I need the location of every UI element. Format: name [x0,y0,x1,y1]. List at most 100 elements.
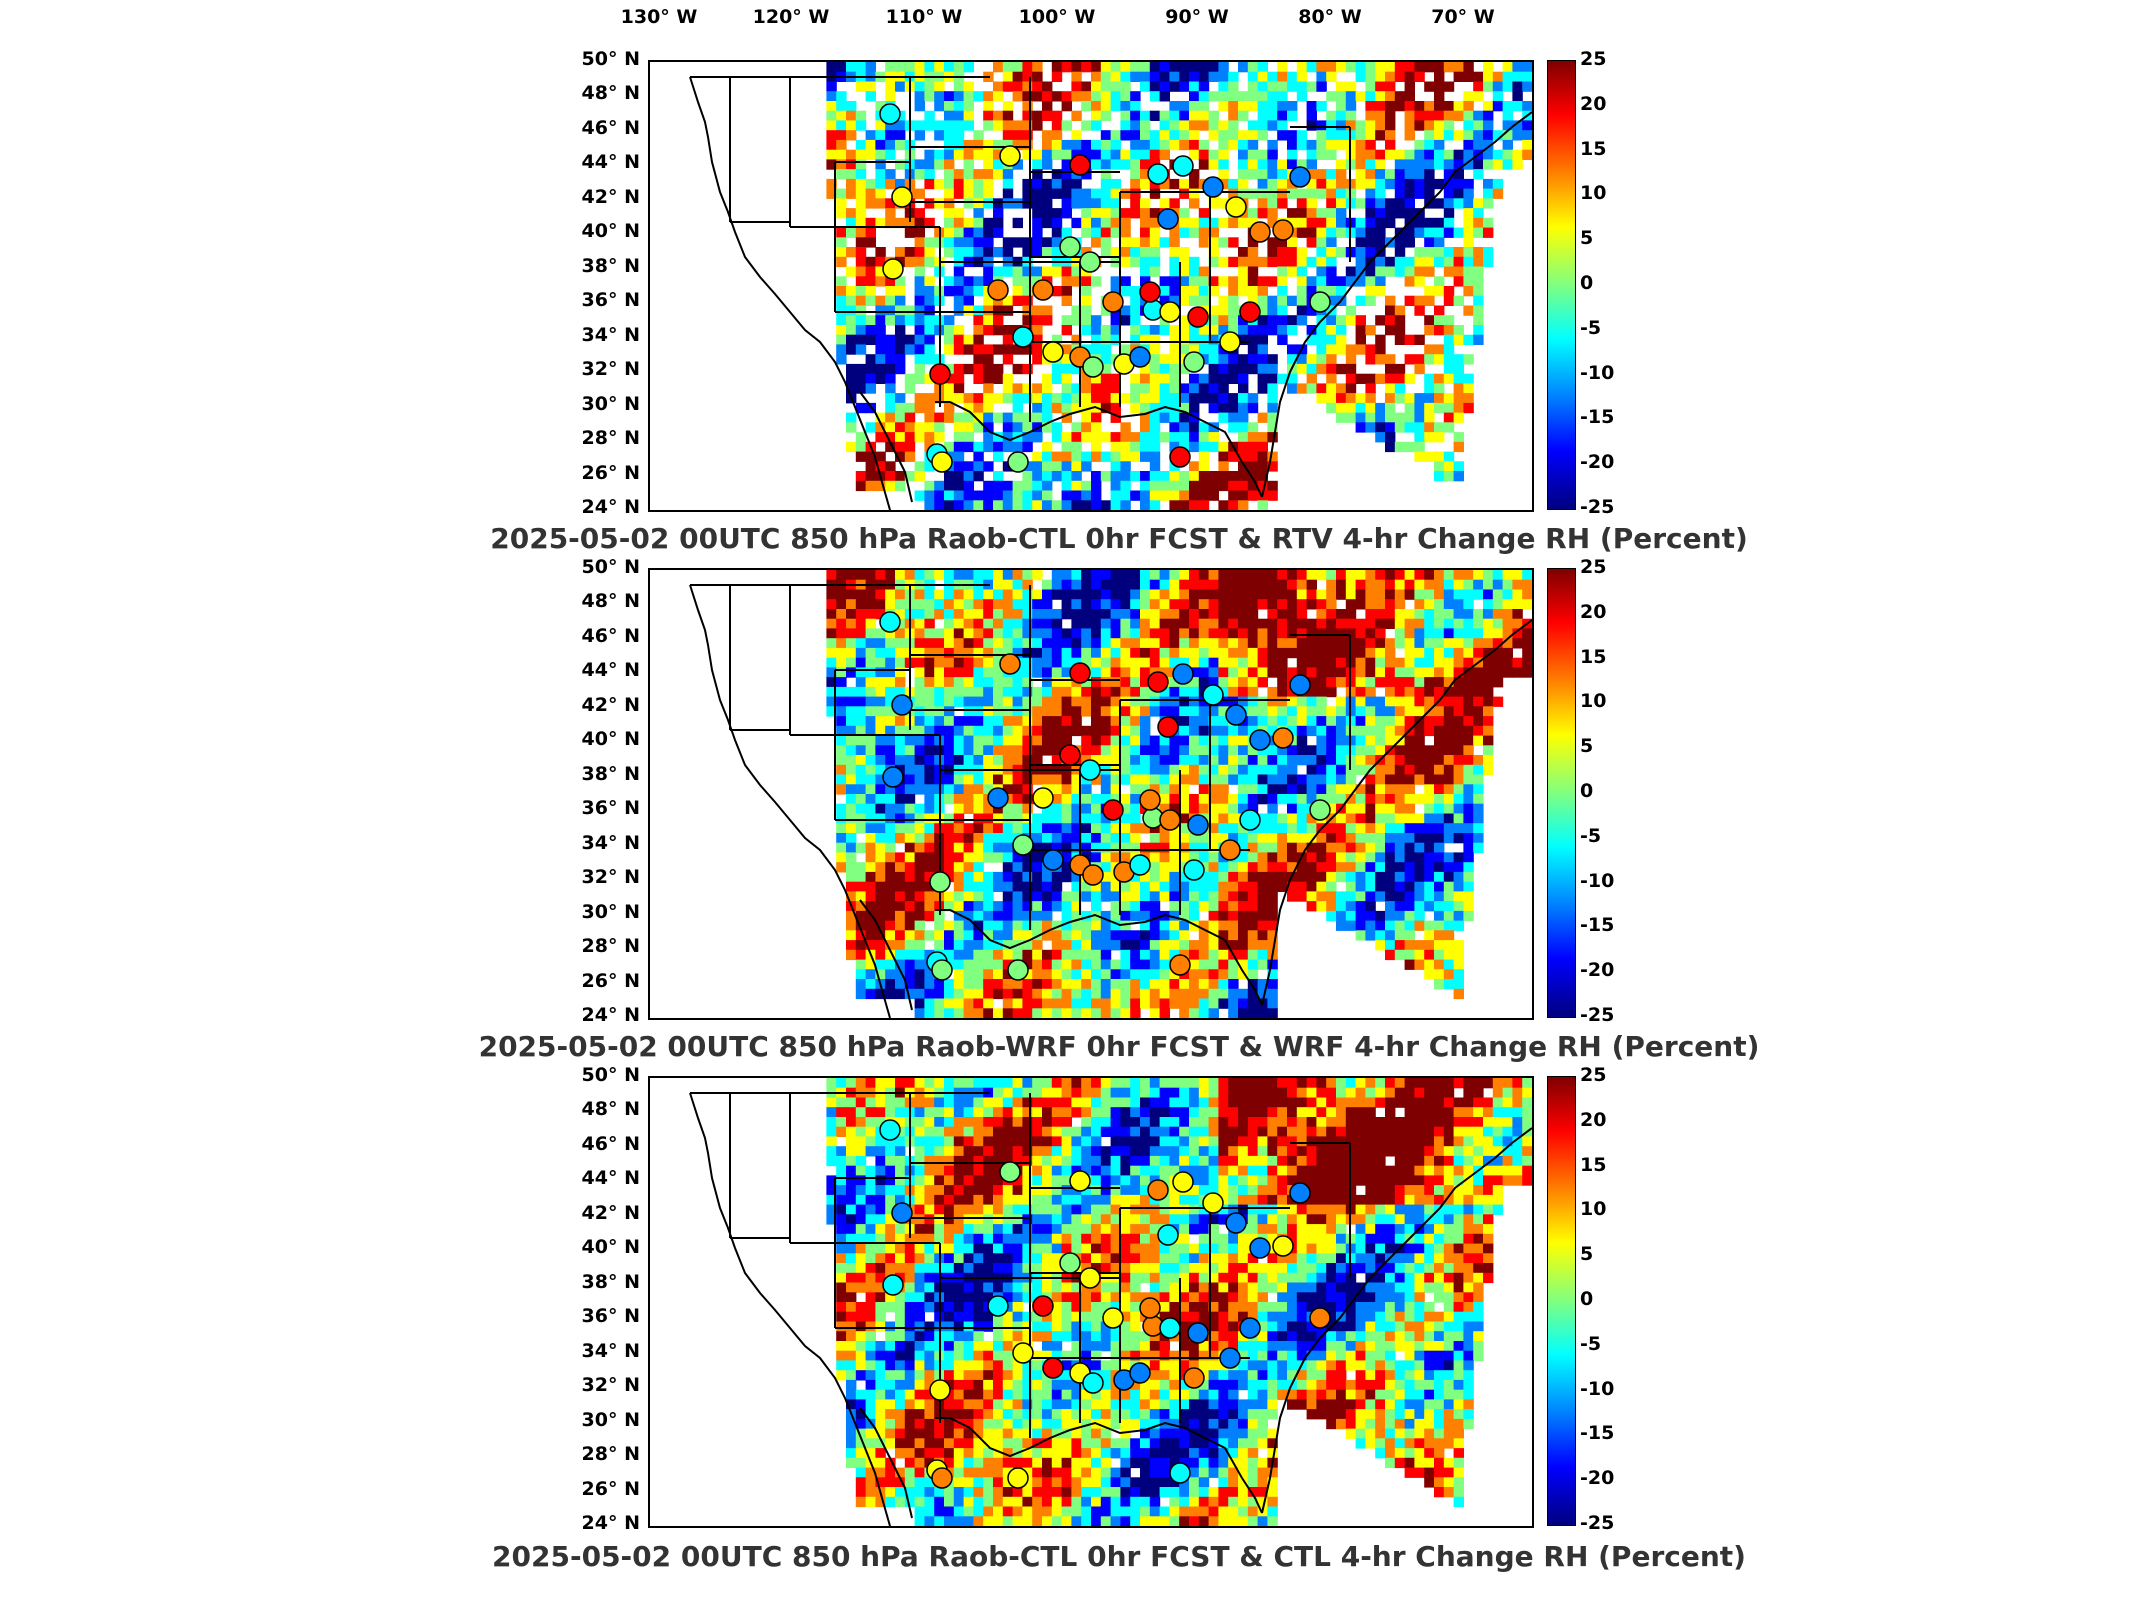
raob-station-marker [1202,1192,1224,1214]
lat-label: 34° N [581,323,640,346]
colorbar-tick-label: 15 [1580,645,1607,668]
lat-label: 38° N [581,1270,640,1293]
raob-station-marker [1082,1372,1104,1394]
lon-label: 110° W [885,6,963,28]
raob-station-marker [1007,959,1029,981]
lat-label: 40° N [581,1236,640,1259]
colorbar-tick-label: -25 [1580,1512,1615,1534]
colorbar-tick-label: -15 [1580,1422,1615,1445]
raob-station-marker [1159,1317,1181,1339]
lat-label: 44° N [581,659,640,682]
colorbar-tick-label: -20 [1580,451,1615,474]
raob-station-marker [1079,759,1101,781]
raob-station-marker [1309,799,1331,821]
rh-change-map [648,60,1534,512]
colorbar-tick-label: 20 [1580,92,1607,115]
lat-label: 28° N [581,427,640,450]
rh-change-map [648,568,1534,1020]
raob-station-marker [1202,176,1224,198]
raob-station-marker [1169,446,1191,468]
colorbar-tick-label: 15 [1580,1153,1607,1176]
raob-station-marker [1032,279,1054,301]
raob-station-marker [1187,306,1209,328]
raob-station-marker [1159,301,1181,323]
lat-label: 38° N [581,762,640,785]
raob-station-marker [1272,727,1294,749]
raob-station-marker [891,186,913,208]
raob-station-marker [999,653,1021,675]
raob-station-marker [1289,674,1311,696]
lat-label: 36° N [581,797,640,820]
lat-label: 34° N [581,831,640,854]
raob-station-marker [1059,1252,1081,1274]
raob-station-marker [1032,787,1054,809]
lat-label: 32° N [581,358,640,381]
raob-station-marker [1172,155,1194,177]
raob-station-marker [1187,1322,1209,1344]
raob-station-marker [1249,729,1271,751]
raob-station-marker [987,279,1009,301]
raob-station-marker [1225,1212,1247,1234]
lat-label: 30° N [581,900,640,923]
lat-label: 34° N [581,1339,640,1362]
raob-station-marker [1042,1357,1064,1379]
raob-station-marker [1012,834,1034,856]
colorbar-tick-label: 10 [1580,1198,1607,1221]
raob-station-marker [1289,166,1311,188]
lat-label: 28° N [581,1443,640,1466]
raob-station-marker [1159,809,1181,831]
colorbar-tick-label: 15 [1580,137,1607,160]
raob-station-marker [1219,1347,1241,1369]
raob-station-marker [1129,1362,1151,1384]
raob-station-marker [1079,251,1101,273]
lat-label: 24° N [581,496,640,518]
lat-label: 36° N [581,289,640,312]
colorbar-tick-label: 10 [1580,182,1607,205]
raob-station-marker [1012,326,1034,348]
lat-label: 46° N [581,624,640,647]
raob-station-marker [879,103,901,125]
lat-label: 50° N [581,1064,640,1086]
colorbar-tick-label: 25 [1580,556,1607,578]
raob-station-marker [1172,663,1194,685]
raob-station-marker [1289,1182,1311,1204]
raob-station-marker [1272,1235,1294,1257]
raob-station-marker [987,1295,1009,1317]
raob-station-marker [1239,809,1261,831]
raob-station-marker [1169,1462,1191,1484]
raob-station-marker [1069,1170,1091,1192]
rh-change-map [648,1076,1534,1528]
raob-station-marker [1202,684,1224,706]
raob-station-marker [1157,716,1179,738]
raob-station-marker [1082,356,1104,378]
raob-station-marker [1249,221,1271,243]
raob-station-marker [1059,744,1081,766]
raob-station-marker [1007,451,1029,473]
lat-label: 46° N [581,1132,640,1155]
raob-station-marker [1079,1267,1101,1289]
lat-label: 42° N [581,185,640,208]
colorbar-tick-label: -25 [1580,1004,1615,1026]
raob-station-marker [1272,219,1294,241]
raob-station-marker [1147,163,1169,185]
raob-station-marker [1309,1307,1331,1329]
raob-station-marker [1172,1171,1194,1193]
colorbar-tick-label: -20 [1580,1467,1615,1490]
lat-label: 36° N [581,1305,640,1328]
lat-label: 48° N [581,1098,640,1121]
raob-stations [879,103,1331,473]
lat-label: 44° N [581,151,640,174]
raob-station-marker [1102,291,1124,313]
lat-label: 30° N [581,392,640,415]
raob-station-marker [891,1202,913,1224]
colorbar-tick-label: -25 [1580,496,1615,518]
raob-station-marker [1157,208,1179,230]
lat-label: 32° N [581,1374,640,1397]
raob-station-marker [1239,1317,1261,1339]
raob-station-marker [1225,704,1247,726]
raob-station-marker [1183,859,1205,881]
raob-station-marker [1225,196,1247,218]
colorbar-tick-label: -10 [1580,361,1615,384]
raob-station-marker [987,787,1009,809]
raob-station-marker [1219,331,1241,353]
